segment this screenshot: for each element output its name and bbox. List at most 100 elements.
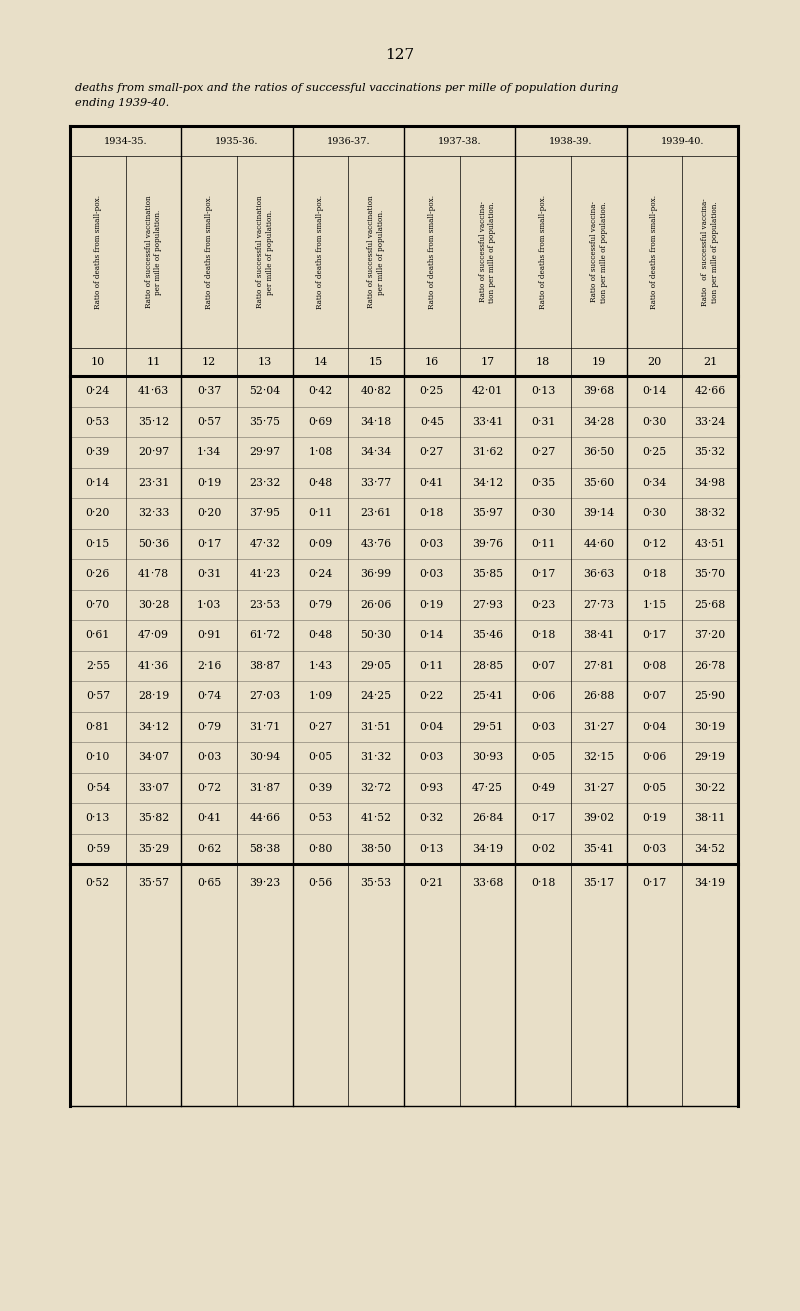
Text: 0·39: 0·39 xyxy=(308,783,333,793)
Text: 1·08: 1·08 xyxy=(308,447,333,458)
Text: 36·50: 36·50 xyxy=(583,447,614,458)
Text: 23·32: 23·32 xyxy=(249,477,281,488)
Text: 28·85: 28·85 xyxy=(472,661,503,671)
Text: 31·27: 31·27 xyxy=(583,783,614,793)
Text: 36·99: 36·99 xyxy=(361,569,392,579)
Text: Ratio of deaths from small-pox.: Ratio of deaths from small-pox. xyxy=(428,195,436,309)
Text: 27·73: 27·73 xyxy=(583,599,614,610)
Text: 0·18: 0·18 xyxy=(531,878,555,888)
Text: 0·15: 0·15 xyxy=(86,539,110,549)
Text: 18: 18 xyxy=(536,357,550,367)
Text: 0·45: 0·45 xyxy=(420,417,444,427)
Text: 1935-36.: 1935-36. xyxy=(215,136,258,146)
Text: 50·30: 50·30 xyxy=(361,631,392,640)
Text: 0·53: 0·53 xyxy=(308,813,333,823)
Text: 30·94: 30·94 xyxy=(250,753,280,762)
Text: 1·43: 1·43 xyxy=(308,661,333,671)
Text: 0·61: 0·61 xyxy=(86,631,110,640)
Text: 0·07: 0·07 xyxy=(642,691,666,701)
Text: 37·95: 37·95 xyxy=(250,509,280,518)
Text: 0·53: 0·53 xyxy=(86,417,110,427)
Text: 0·19: 0·19 xyxy=(197,477,222,488)
Text: 0·52: 0·52 xyxy=(86,878,110,888)
Text: 33·41: 33·41 xyxy=(472,417,503,427)
Text: 0·03: 0·03 xyxy=(420,569,444,579)
Text: 0·11: 0·11 xyxy=(531,539,555,549)
Text: 0·18: 0·18 xyxy=(531,631,555,640)
Text: 1938-39.: 1938-39. xyxy=(550,136,593,146)
Text: 0·03: 0·03 xyxy=(197,753,222,762)
Text: 0·06: 0·06 xyxy=(531,691,555,701)
Text: 41·36: 41·36 xyxy=(138,661,169,671)
Text: 0·39: 0·39 xyxy=(86,447,110,458)
Text: 0·25: 0·25 xyxy=(420,387,444,396)
Text: 34·12: 34·12 xyxy=(138,722,169,732)
Text: 58·38: 58·38 xyxy=(250,844,281,853)
Text: 1·03: 1·03 xyxy=(197,599,222,610)
Text: 23·61: 23·61 xyxy=(361,509,392,518)
Text: 0·07: 0·07 xyxy=(531,661,555,671)
Text: 29·19: 29·19 xyxy=(694,753,726,762)
Text: 38·11: 38·11 xyxy=(694,813,726,823)
Text: 29·51: 29·51 xyxy=(472,722,503,732)
Text: 35·82: 35·82 xyxy=(138,813,169,823)
Text: 12: 12 xyxy=(202,357,216,367)
Text: 25·68: 25·68 xyxy=(694,599,726,610)
Text: Ratio of deaths from small-pox.: Ratio of deaths from small-pox. xyxy=(650,195,658,309)
Text: 34·12: 34·12 xyxy=(472,477,503,488)
Text: 39·23: 39·23 xyxy=(250,878,281,888)
Text: 29·05: 29·05 xyxy=(361,661,392,671)
Text: 0·11: 0·11 xyxy=(420,661,444,671)
Text: 0·41: 0·41 xyxy=(197,813,222,823)
Text: 0·08: 0·08 xyxy=(642,661,666,671)
Text: 0·54: 0·54 xyxy=(86,783,110,793)
Text: 0·18: 0·18 xyxy=(420,509,444,518)
Text: 30·22: 30·22 xyxy=(694,783,726,793)
Text: 23·53: 23·53 xyxy=(250,599,281,610)
Text: 0·37: 0·37 xyxy=(197,387,222,396)
Text: 127: 127 xyxy=(386,49,414,62)
Text: 0·17: 0·17 xyxy=(197,539,222,549)
Text: 0·13: 0·13 xyxy=(420,844,444,853)
Text: 1·15: 1·15 xyxy=(642,599,666,610)
Text: 31·27: 31·27 xyxy=(583,722,614,732)
Text: 38·87: 38·87 xyxy=(250,661,281,671)
Text: 34·98: 34·98 xyxy=(694,477,726,488)
Text: 35·60: 35·60 xyxy=(583,477,614,488)
Text: 32·15: 32·15 xyxy=(583,753,614,762)
Text: 0·10: 0·10 xyxy=(86,753,110,762)
Text: 0·25: 0·25 xyxy=(642,447,666,458)
Text: 32·72: 32·72 xyxy=(361,783,392,793)
Text: 14: 14 xyxy=(314,357,328,367)
Text: 37·20: 37·20 xyxy=(694,631,726,640)
Text: 0·80: 0·80 xyxy=(308,844,333,853)
Text: 0·23: 0·23 xyxy=(531,599,555,610)
Text: 42·01: 42·01 xyxy=(472,387,503,396)
Text: 0·34: 0·34 xyxy=(642,477,666,488)
Text: 41·63: 41·63 xyxy=(138,387,169,396)
Text: 0·74: 0·74 xyxy=(197,691,222,701)
Text: 26·78: 26·78 xyxy=(694,661,726,671)
Text: 15: 15 xyxy=(369,357,383,367)
Text: 0·17: 0·17 xyxy=(531,813,555,823)
Text: 16: 16 xyxy=(425,357,439,367)
Text: 35·46: 35·46 xyxy=(472,631,503,640)
Text: 21: 21 xyxy=(703,357,718,367)
Text: 0·35: 0·35 xyxy=(531,477,555,488)
Text: 0·30: 0·30 xyxy=(642,417,666,427)
Text: 39·76: 39·76 xyxy=(472,539,503,549)
Text: Ratio   of  successful vaccina-
tion per mille of population.: Ratio of successful vaccina- tion per mi… xyxy=(702,198,719,305)
Text: 0·19: 0·19 xyxy=(420,599,444,610)
Text: Ratio of deaths from small-pox.: Ratio of deaths from small-pox. xyxy=(94,195,102,309)
Text: Ratio of successful vaccination
per mille of population.: Ratio of successful vaccination per mill… xyxy=(256,195,274,308)
Text: 20·97: 20·97 xyxy=(138,447,169,458)
Text: Ratio of deaths from small-pox.: Ratio of deaths from small-pox. xyxy=(539,195,547,309)
Text: 30·19: 30·19 xyxy=(694,722,726,732)
Text: 0·48: 0·48 xyxy=(308,631,333,640)
Text: 0·03: 0·03 xyxy=(531,722,555,732)
Text: 2·16: 2·16 xyxy=(197,661,222,671)
Text: 0·20: 0·20 xyxy=(86,509,110,518)
Text: 31·51: 31·51 xyxy=(361,722,392,732)
Text: 28·19: 28·19 xyxy=(138,691,169,701)
Text: 0·41: 0·41 xyxy=(420,477,444,488)
